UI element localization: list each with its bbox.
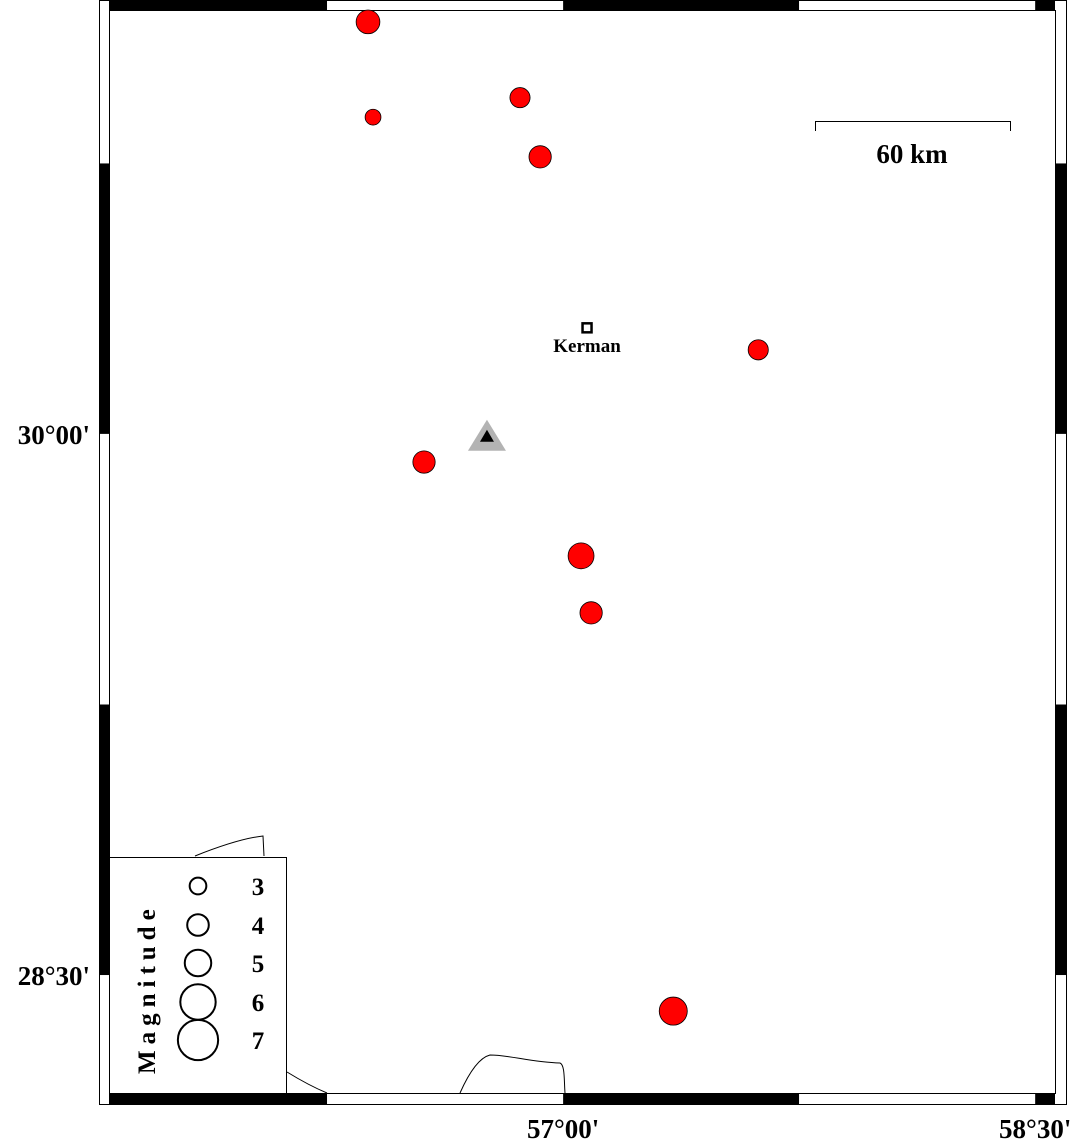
legend-label: 7	[252, 1028, 265, 1055]
earthquake-marker	[747, 339, 769, 361]
frame-bar-left	[100, 704, 109, 976]
frame-bar-bottom	[109, 1094, 328, 1104]
frame-bar-right	[1056, 433, 1066, 705]
city-square-icon	[581, 322, 593, 334]
frame-bar-bottom	[563, 1094, 800, 1104]
frame-bar-left	[100, 433, 109, 705]
frame-bar-left	[100, 163, 109, 434]
frame-bar-top	[1035, 1, 1055, 10]
earthquake-marker	[412, 450, 436, 474]
lon-label-57-00: 57°00'	[527, 1114, 599, 1142]
legend-circle	[186, 913, 210, 937]
legend-circle	[188, 876, 208, 896]
frame-bar-left	[100, 975, 109, 1093]
frame-bar-right	[1056, 975, 1066, 1093]
frame-bar-right	[1056, 163, 1066, 434]
frame-bar-top	[109, 1, 328, 10]
frame-bar-right	[1056, 10, 1066, 164]
lat-label-30-00: 30°00'	[18, 420, 90, 450]
scale-bar: 60 km	[815, 121, 1011, 169]
station-triangle-icon	[467, 419, 506, 451]
city-kerman: Kerman	[553, 322, 621, 357]
earthquake-marker	[509, 87, 531, 109]
city-label: Kerman	[553, 336, 621, 357]
legend-label: 6	[252, 990, 265, 1017]
legend-label: 4	[252, 913, 265, 940]
frame-bar-bottom	[1035, 1094, 1055, 1104]
frame-ticks	[99, 0, 1067, 1105]
frame-bar-bottom	[327, 1094, 564, 1104]
lon-label-58-30: 58°30'	[999, 1114, 1071, 1142]
frame-bar-top	[799, 1, 1036, 10]
magnitude-legend: Magnitude 3 4 5 6 7	[109, 857, 287, 1094]
frame-bar-left	[100, 10, 109, 164]
frame-bar-top	[327, 1, 564, 10]
coastline	[194, 835, 566, 1094]
legend-circle	[176, 1018, 220, 1062]
scale-bar-label: 60 km	[876, 139, 948, 169]
earthquake-marker	[658, 996, 688, 1026]
frame-bar-top	[563, 1, 800, 10]
legend-label: 5	[252, 951, 265, 978]
earthquake-marker	[364, 108, 382, 126]
earthquake-marker	[567, 542, 595, 570]
lat-label-28-30: 28°30'	[18, 961, 90, 991]
legend-label: 3	[252, 874, 265, 901]
frame-bar-right	[1056, 704, 1066, 976]
earthquake-marker	[579, 601, 603, 625]
earthquake-marker	[528, 145, 552, 169]
station-marker	[479, 429, 494, 442]
legend-title: Magnitude	[134, 903, 161, 1074]
legend-circle	[183, 948, 213, 978]
earthquake-marker	[355, 9, 381, 35]
earthquake-events	[355, 9, 769, 1026]
frame-bar-bottom	[799, 1094, 1036, 1104]
